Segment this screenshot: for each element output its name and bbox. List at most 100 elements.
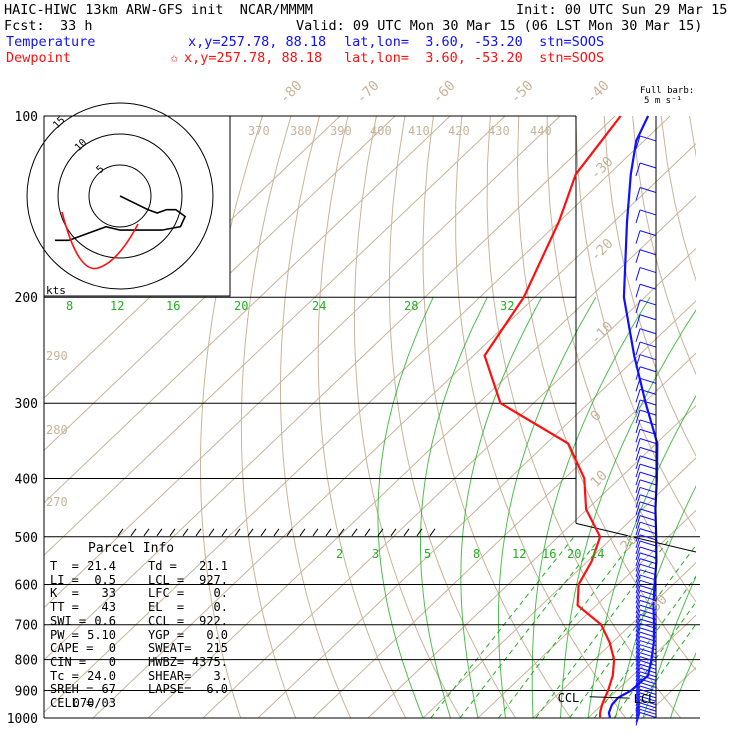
mixing-ratio-line [613,601,696,718]
wind-barb [639,328,657,335]
wind-barb [639,552,657,559]
isotherm [44,116,396,452]
freezing-hatch [429,528,436,537]
wind-barb [635,546,641,561]
mixing-ratio-label: 12 [110,299,124,313]
dry-adiabat [388,116,517,718]
dry-adiabat [279,116,352,718]
dry-adiabat [199,116,263,718]
wind-barb [635,609,641,624]
wind-barb [639,249,657,256]
isotherm [44,116,671,713]
freezing-hatch [156,528,163,537]
wind-barb [635,656,641,670]
wind-barb [635,534,641,549]
wind-barb [639,479,657,486]
isotherms [44,116,696,718]
wind-barb [639,635,657,642]
star-icon: ✩ [170,50,179,66]
wind-barb [635,600,641,614]
freezing-hatch [364,528,371,537]
parcel-cell: LI = [50,572,79,587]
parcel-cell: 0. [213,586,228,601]
wind-barb [639,508,657,515]
parcel-cell: 24.0 [87,668,116,683]
parcel-info-title: Parcel Info [88,541,175,556]
wind-barb [639,595,657,601]
theta-label: 380 [290,124,312,138]
wind-barb [639,663,657,670]
wind-barb [639,438,657,445]
wind-barb [635,712,641,726]
parcel-cell: 0 [108,654,116,669]
init-time: Init: 00 UTC Sun 29 Mar 15 [516,2,728,18]
wind-barb [639,590,657,597]
wind-barb [635,378,641,392]
mixing-ratio-label: 16 [542,547,556,561]
wind-barb [639,419,657,426]
pressure-tick: 800 [15,654,38,669]
freezing-hatch [377,528,384,537]
wind-barb [639,648,657,655]
wind-barb [635,471,641,486]
wind-barbs [635,116,657,726]
wind-barb [635,341,641,356]
pressure-tick: 400 [15,472,38,487]
wind-barb [635,515,641,529]
pressure-tick: 300 [15,397,38,412]
wind-barb [639,267,657,274]
wind-barb [639,354,657,361]
dry-adiabat [240,116,297,718]
wind-barb [639,674,657,681]
wind-barb [639,692,657,699]
wind-barb [635,678,641,693]
freezing-hatch [195,528,202,537]
freezing-hatch [221,528,228,537]
parcel-cell: 927. [199,572,228,587]
wind-barb [635,590,641,604]
parcel-cell: SWI = [50,613,87,628]
wind-barb [639,534,657,541]
wind-barb [639,627,657,634]
wind-barb [639,314,657,321]
freezing-hatch [299,528,306,537]
wind-barb [635,696,641,710]
wind-barb [639,671,657,678]
wind-barb [639,569,657,576]
ccl-lcl-marker [589,696,630,699]
wind-barb [635,249,641,263]
mixing-ratio-line [430,536,575,718]
dry-adiabat [575,116,696,532]
mixing-ratio-line [498,536,638,718]
moist-adiabat [670,651,696,718]
wind-barb [639,604,657,611]
wind-barb [639,187,657,193]
wind-barb [639,135,657,142]
freezing-hatch [260,528,267,537]
mixing-ratio-label: 16 [166,299,180,313]
wind-barb [635,438,641,452]
parcel-cell: 3. [213,668,228,683]
mixing-ratio-label: 8 [66,299,73,313]
wind-barb [639,209,657,216]
wind-barb [639,678,657,685]
wind-barb [635,455,641,470]
temperature-coords: x,y=257.78, 88.18 [188,34,327,50]
parcel-cell: SREH = [50,682,94,697]
freezing-hatch [416,528,423,537]
dry-adiabat [516,116,696,671]
wind-barb [635,574,641,589]
wind-barb [639,563,657,570]
parcel-cell: 67 [101,682,116,697]
parcel-cell: 21.4 [87,559,116,573]
wind-barb [639,428,657,435]
hodograph-trace [54,195,187,242]
wind-barb [635,558,641,572]
theta-label: 370 [248,124,270,138]
wind-barb [639,299,657,306]
wind-barb [635,487,641,501]
wind-barb [639,609,657,616]
freezing-hatch [351,528,358,537]
wind-barb [639,711,657,718]
freezing-hatch [403,528,410,537]
